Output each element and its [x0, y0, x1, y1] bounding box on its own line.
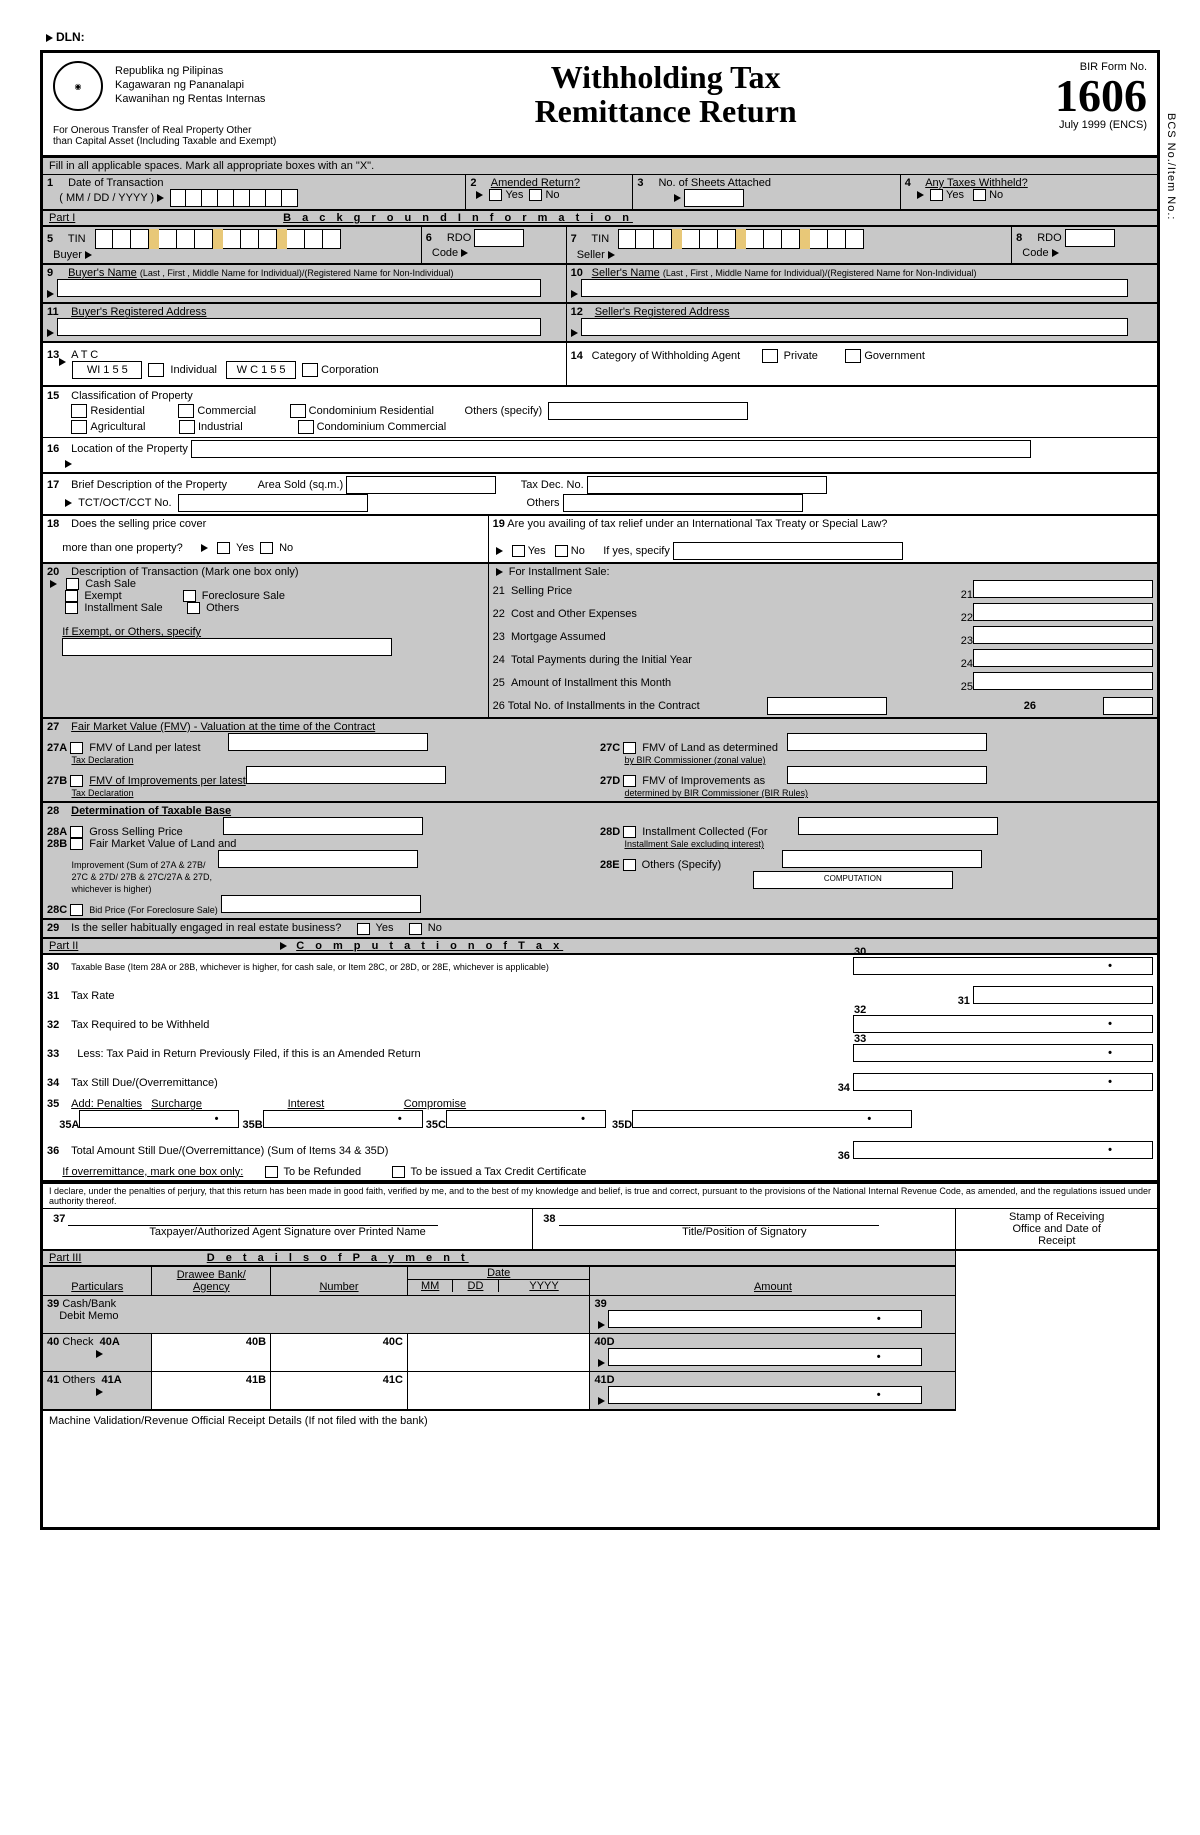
seal-icon: ◉ [53, 61, 103, 111]
row-classification: 15 Classification of Property Residentia… [43, 387, 1157, 438]
cat-private[interactable] [762, 349, 778, 363]
form-header: ◉ Republika ng Pilipinas Kagawaran ng Pa… [43, 53, 1157, 158]
row-address: 11 Buyer's Registered Address 12 Seller'… [43, 304, 1157, 343]
part-ii-header: Part II C o m p u t a t i o n o f T a x [43, 939, 1157, 955]
row-18-19: 18 Does the selling price cover more tha… [43, 516, 1157, 564]
tax-yes[interactable] [930, 189, 943, 201]
amended-yes[interactable] [489, 189, 502, 201]
row-20-26: 20 Description of Transaction (Mark one … [43, 564, 1157, 719]
row-names: 9 Buyer's Name (Last , First , Middle Na… [43, 265, 1157, 304]
tax-no[interactable] [973, 189, 986, 201]
signatures: 37 Taxpayer/Authorized Agent Signature o… [43, 1209, 1157, 1251]
atc-individual[interactable] [148, 363, 164, 377]
form-1606: BCS No./Item No.: ◉ Republika ng Pilipin… [40, 50, 1160, 1530]
part-iii-header: Part III D e t a i l s o f P a y m e n t [43, 1251, 956, 1267]
part-i-header: Part I B a c k g r o u n d I n f o r m a… [43, 211, 1157, 227]
row-1-4: 1 Date of Transaction ( MM / DD / YYYY )… [43, 175, 1157, 211]
atc-corp[interactable] [302, 363, 318, 377]
amended-no[interactable] [529, 189, 542, 201]
row-tin: 5 TIN Buyer 6 RDO Code 7 TIN Seller 8 RD… [43, 227, 1157, 265]
computation-block: 30 Taxable Base (Item 28A or 28B, whiche… [43, 955, 1157, 1182]
cat-gov[interactable] [845, 349, 861, 363]
row-atc: 13 A T C WI 1 5 5 Individual W C 1 5 5 C… [43, 343, 1157, 387]
dln-label: DLN: [46, 30, 1160, 44]
machine-validation: Machine Validation/Revenue Official Rece… [43, 1411, 1157, 1527]
row-28: 28 Determination of Taxable Base 28A Gro… [43, 803, 1157, 920]
payment-table: Particulars Drawee Bank/Agency Number Da… [43, 1267, 956, 1411]
row-description: 17 Brief Description of the Property Are… [43, 474, 1157, 516]
row-29: 29 Is the seller habitually engaged in r… [43, 920, 1157, 938]
row-location: 16 Location of the Property [43, 438, 1157, 474]
instructions: Fill in all applicable spaces. Mark all … [43, 158, 1157, 175]
row-27: 27 Fair Market Value (FMV) - Valuation a… [43, 719, 1157, 803]
declaration: I declare, under the penalties of perjur… [43, 1182, 1157, 1209]
bcs-label: BCS No./Item No.: [1165, 113, 1177, 220]
